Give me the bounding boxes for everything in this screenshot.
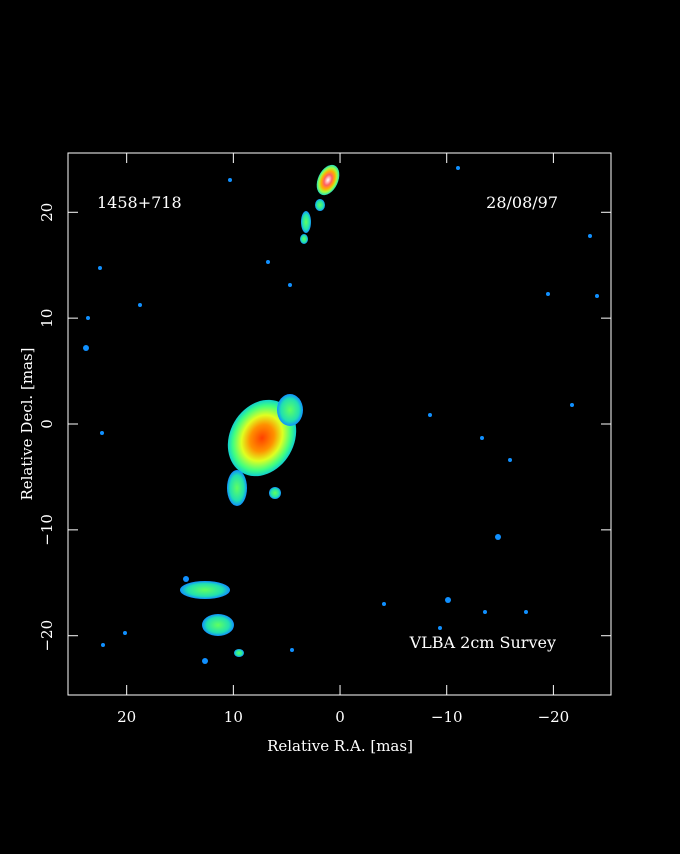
y-tick-label: 0	[38, 419, 56, 429]
y-tick-label: 10	[38, 309, 56, 328]
component	[202, 614, 234, 636]
x-tick-label: 0	[335, 708, 345, 726]
y-axis-label: Relative Decl. [mas]	[18, 347, 36, 500]
x-axis-label: Relative R.A. [mas]	[267, 737, 413, 755]
component	[269, 487, 281, 499]
component	[277, 394, 303, 426]
component	[227, 470, 247, 506]
y-tick-label: 20	[38, 203, 56, 222]
component	[227, 399, 297, 477]
noise	[83, 166, 599, 664]
component	[180, 581, 230, 599]
x-tick-label: 10	[224, 708, 243, 726]
y-tick-label: −10	[38, 514, 56, 546]
plot-frame	[67, 152, 612, 696]
x-tick-label: −10	[431, 708, 463, 726]
emission	[83, 164, 599, 664]
x-tick-label: 20	[117, 708, 136, 726]
y-tick-label: −20	[38, 620, 56, 652]
annotation: 1458+718	[97, 193, 182, 212]
annotation: 28/08/97	[486, 193, 558, 212]
annotation: VLBA 2cm Survey	[409, 633, 556, 652]
jet-knot	[315, 199, 325, 211]
core	[316, 164, 340, 196]
component	[234, 649, 244, 657]
jet-knot	[300, 234, 308, 244]
jet-knot	[301, 211, 311, 233]
x-tick-label: −20	[538, 708, 570, 726]
